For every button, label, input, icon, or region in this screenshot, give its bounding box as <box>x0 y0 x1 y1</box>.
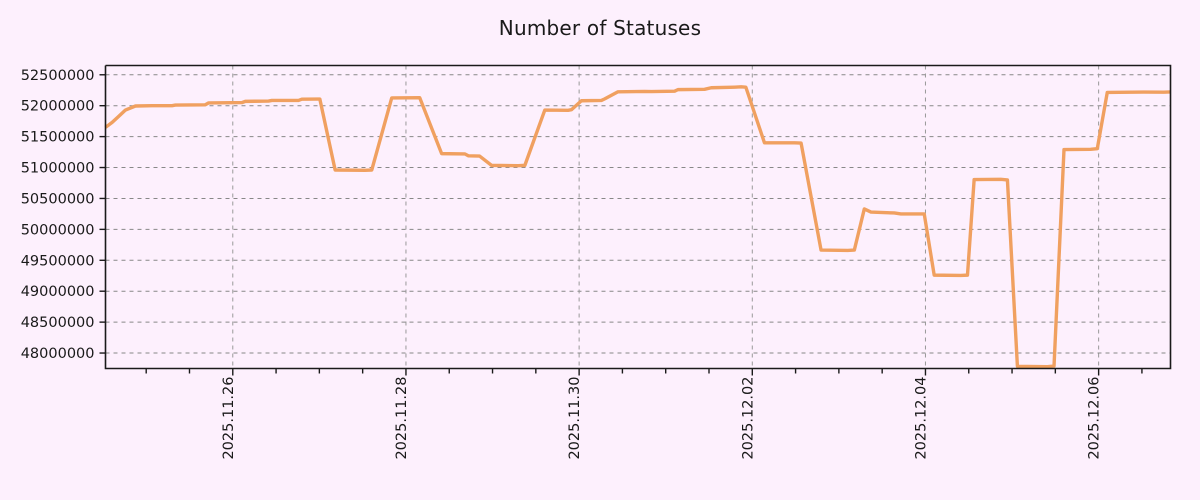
chart-title: Number of Statuses <box>498 16 702 40</box>
data-series-line <box>104 85 1171 369</box>
x-axis-tick-label: 2025.11.26 <box>221 377 237 460</box>
y-axis-tick-label: 52500000 <box>21 68 95 84</box>
y-axis-tick-label: 48000000 <box>21 346 95 362</box>
y-axis-tick-label: 49500000 <box>21 253 95 269</box>
x-axis-tick-label: 2025.12.06 <box>1087 377 1103 460</box>
plot-axis-frame <box>104 64 1172 370</box>
y-axis-tick-label: 52000000 <box>21 99 95 115</box>
y-axis-tick-label: 51500000 <box>21 130 95 146</box>
x-axis-tick-labels: 2025.11.26 2025.11.28 2025.11.30 2025.12.02… <box>221 377 1103 460</box>
y-axis-tick-labels: 48000000 48500000 49000000 49500000 50000000… <box>21 68 95 362</box>
x-axis-tick-label: 2025.12.02 <box>740 377 756 460</box>
y-axis-tick-label: 48500000 <box>21 315 95 331</box>
x-axis-tick-label: 2025.11.28 <box>394 377 410 460</box>
y-axis-ticks <box>99 74 106 354</box>
y-axis-tick-label: 51000000 <box>21 161 95 177</box>
x-axis-tick-label: 2025.12.04 <box>913 377 929 460</box>
horizontal-gridlines <box>105 74 1171 354</box>
y-axis-tick-label: 49000000 <box>21 284 95 300</box>
y-axis-tick-label: 50500000 <box>21 191 95 207</box>
x-axis-tick-label: 2025.11.30 <box>567 377 583 460</box>
x-axis-ticks <box>145 368 1143 376</box>
y-axis-tick-label: 50000000 <box>21 222 95 238</box>
vertical-gridlines <box>232 65 1100 369</box>
